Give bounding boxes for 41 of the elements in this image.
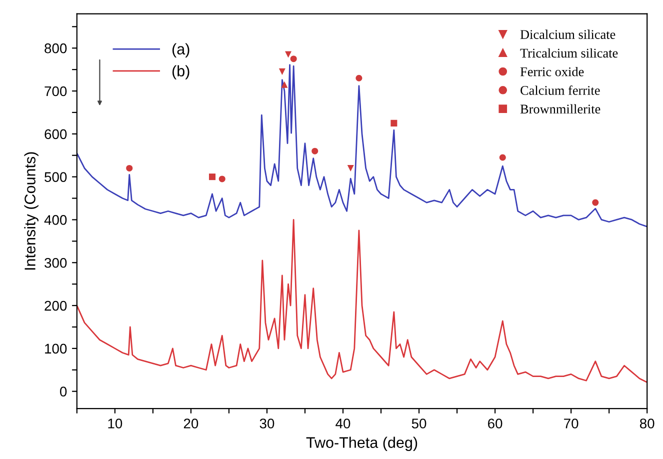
x-axis-title: Two-Theta (deg) bbox=[306, 436, 418, 451]
x-tick-label: 20 bbox=[184, 418, 198, 428]
y-tick-label: 600 bbox=[44, 129, 67, 140]
y-tick-label: 300 bbox=[44, 258, 67, 268]
point bbox=[499, 154, 506, 161]
x-tick-label: 70 bbox=[564, 418, 578, 428]
point bbox=[126, 164, 133, 172]
y-tick-label: 800 bbox=[44, 43, 67, 54]
x-tick-label: 40 bbox=[336, 418, 350, 428]
legend-label: (a) bbox=[172, 43, 190, 58]
line-series bbox=[76, 219, 648, 384]
legend-label: Brownmillerite bbox=[520, 104, 600, 114]
y-tick-label: 200 bbox=[44, 300, 67, 311]
legend-label: Tricalcium silicate bbox=[520, 48, 618, 58]
point bbox=[356, 74, 362, 82]
point bbox=[281, 81, 288, 88]
legend-label: Dicalcium silicate bbox=[520, 30, 616, 39]
legend-label: Ferric oxide bbox=[520, 66, 584, 76]
legend-label: (b) bbox=[172, 65, 190, 80]
y-axis-title: Intensity (Counts) bbox=[24, 152, 38, 270]
x-tick-label: 50 bbox=[412, 418, 426, 428]
legend-label: Calcium ferrite bbox=[520, 85, 600, 95]
x-tick-label: 60 bbox=[488, 418, 502, 428]
point bbox=[592, 199, 599, 206]
x-tick-label: 30 bbox=[260, 418, 274, 428]
y-tick-label: 100 bbox=[45, 344, 67, 354]
y-tick-label: 700 bbox=[44, 86, 67, 96]
x-tick-label: 10 bbox=[108, 418, 122, 428]
point bbox=[312, 148, 318, 154]
y-tick-label: 400 bbox=[44, 215, 67, 225]
line-series bbox=[76, 64, 648, 228]
point bbox=[208, 174, 216, 180]
point bbox=[278, 68, 286, 75]
y-tick-label: 500 bbox=[44, 172, 67, 182]
point bbox=[290, 56, 297, 62]
x-tick-label: 80 bbox=[640, 418, 654, 428]
y-tick-label: 0 bbox=[60, 386, 67, 397]
point bbox=[390, 120, 398, 126]
point bbox=[284, 51, 292, 58]
point bbox=[347, 164, 354, 172]
point bbox=[218, 176, 226, 182]
